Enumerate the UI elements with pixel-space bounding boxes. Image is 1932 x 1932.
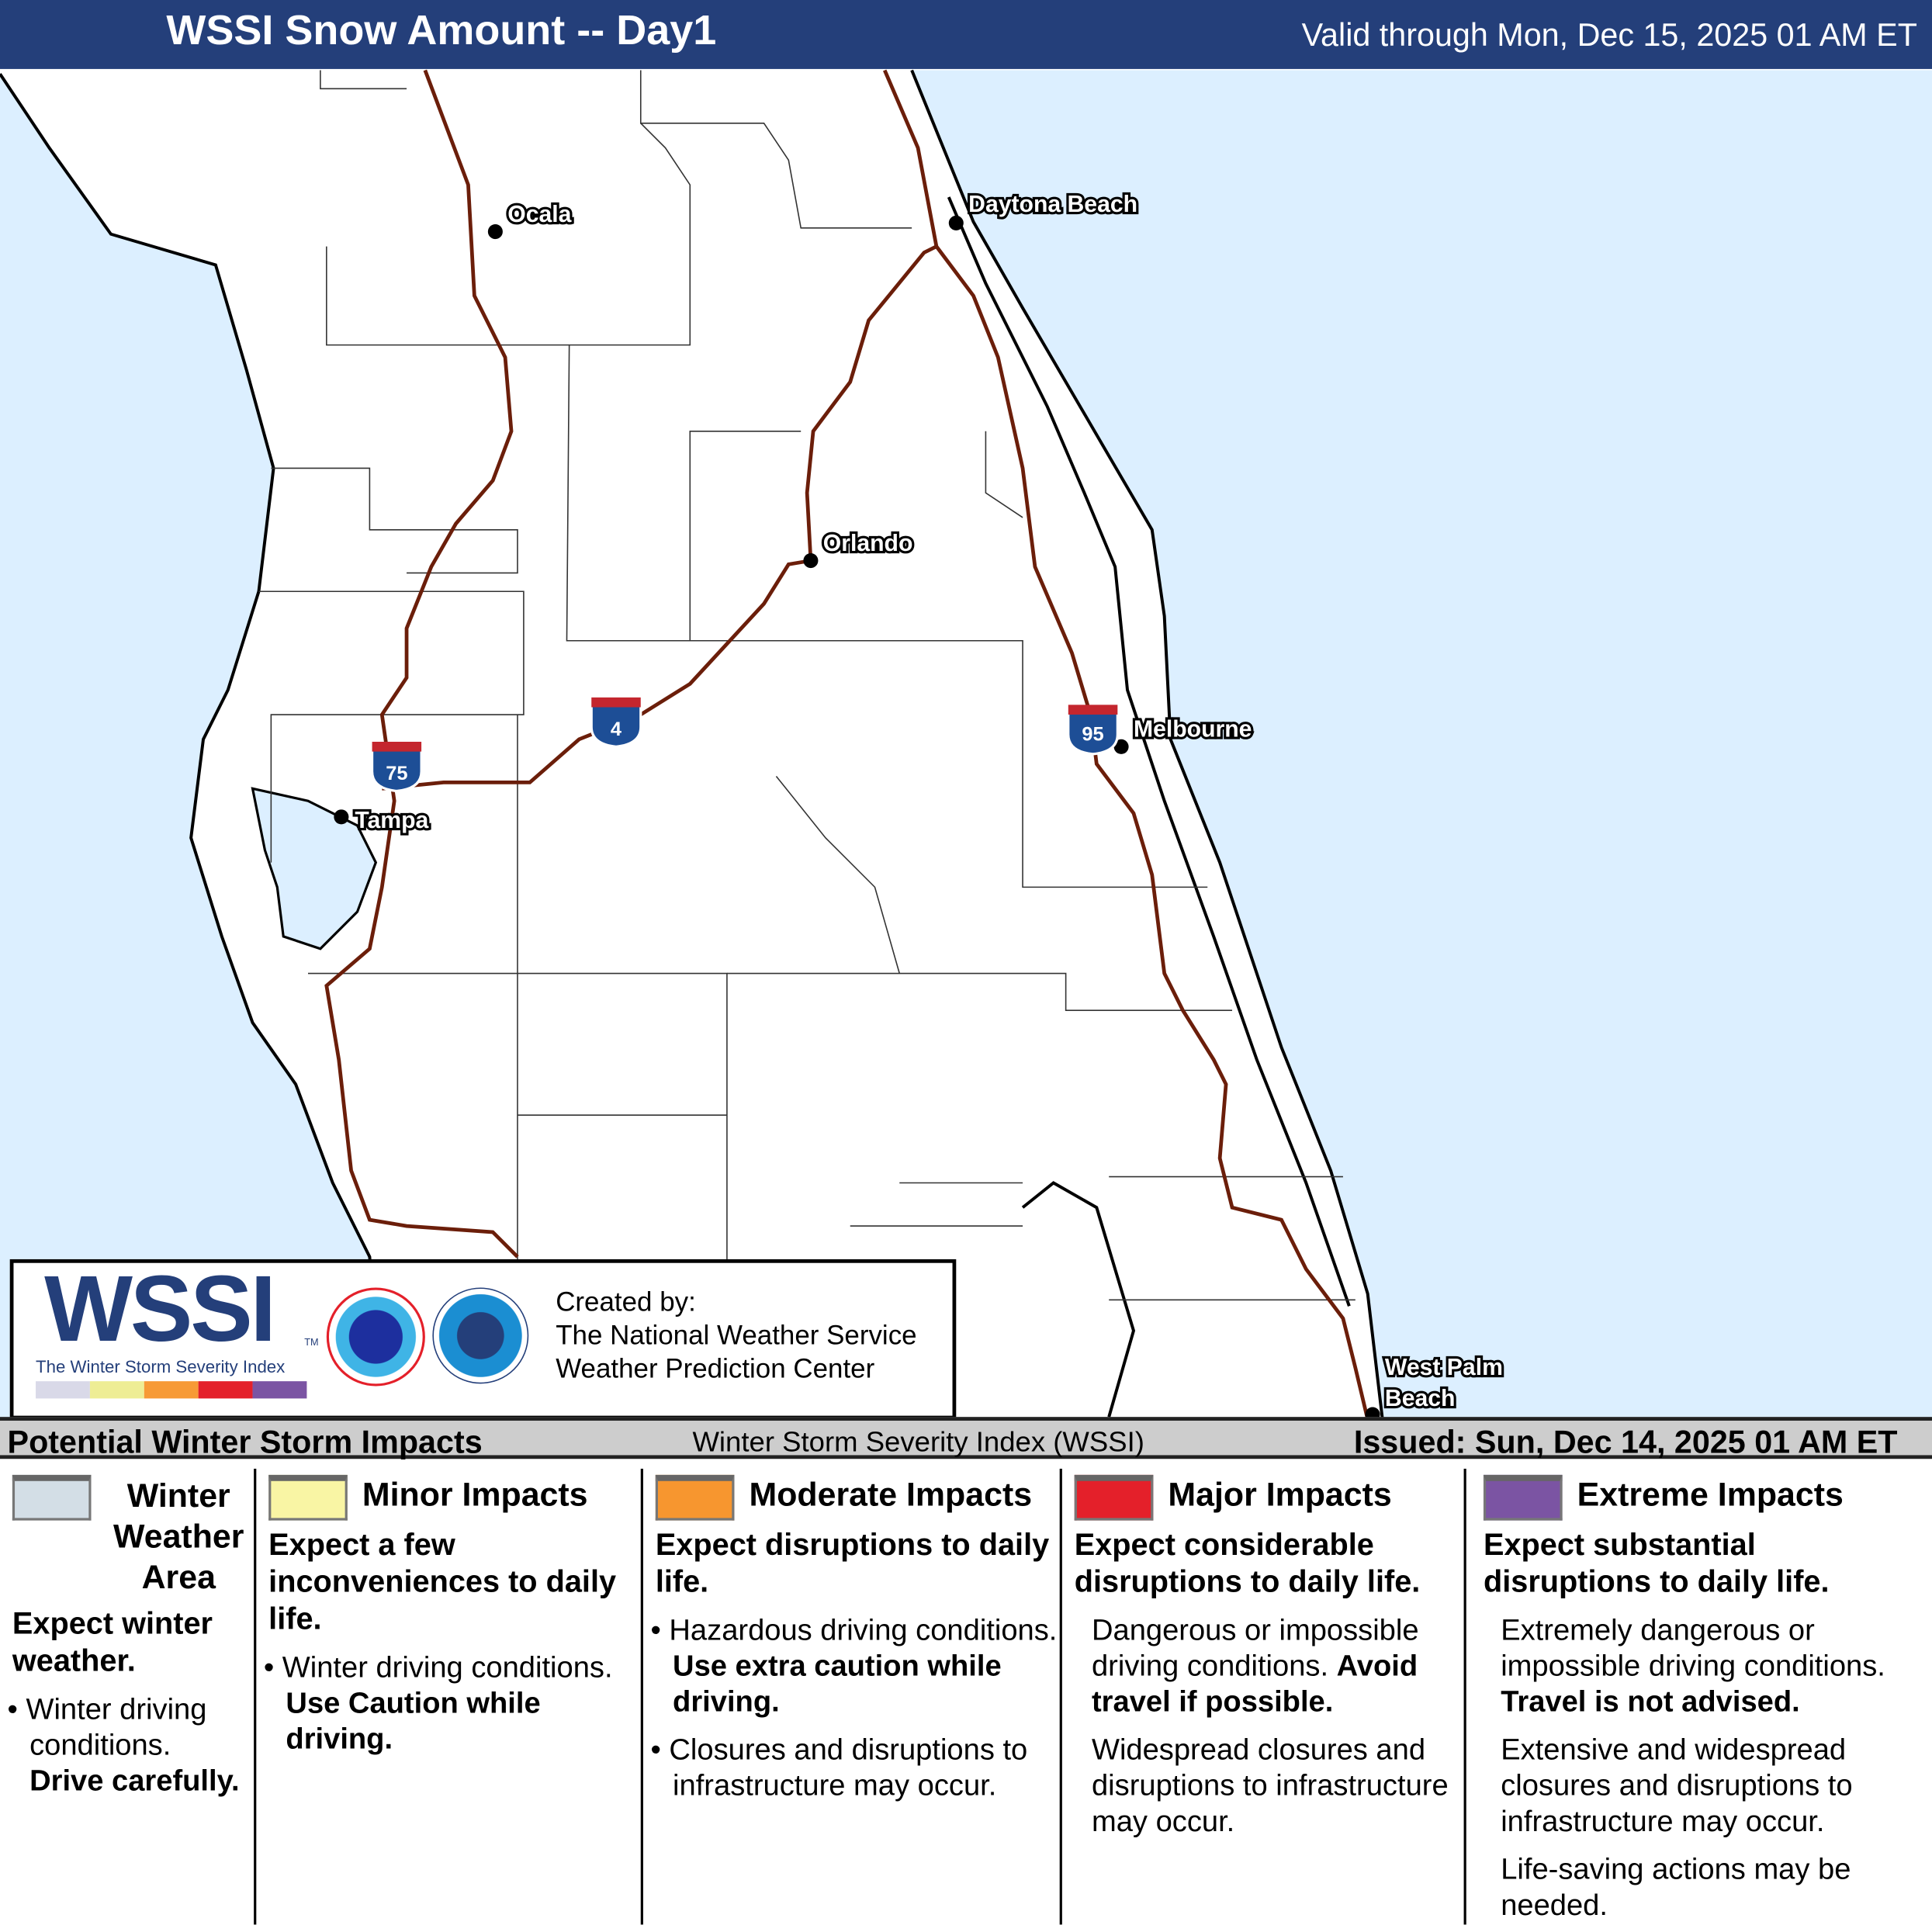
divider: [640, 1468, 643, 1925]
credits-box: WSSI TM The Winter Storm Severity Index …: [9, 1256, 957, 1420]
i4-shield: 4: [590, 697, 642, 748]
city-label-melbourne: Melbourne: [1134, 717, 1252, 743]
summary: Expect a few inconveniences to daily lif…: [268, 1528, 617, 1636]
divider: [254, 1468, 257, 1925]
title-bar: WSSI Snow Amount -- Day1 Valid through M…: [0, 0, 1932, 69]
i95-shield: 95: [1067, 705, 1119, 756]
swatch: [655, 1474, 735, 1521]
summary: Expect considerable disruptions to daily…: [1074, 1528, 1421, 1600]
tampa-bay: [251, 787, 378, 950]
created-by-label: Created by:: [556, 1286, 696, 1317]
city-label-tampa: Tampa: [355, 808, 428, 833]
divider: [1059, 1468, 1062, 1925]
bullet: • Winter driving conditions. Drive caref…: [7, 1692, 240, 1798]
detail: Extensive and widespread closures and di…: [1501, 1733, 1853, 1839]
swatch: [1074, 1474, 1154, 1521]
category-name: Winter Weather Area: [113, 1477, 244, 1596]
category-name: Moderate Impacts: [749, 1476, 1033, 1514]
bullet: • Closures and disruptions to infrastruc…: [650, 1733, 1028, 1803]
divider: [1463, 1468, 1466, 1925]
summary: Expect substantial disruptions to daily …: [1483, 1528, 1830, 1600]
bullet: • Winter driving conditions. Use Caution…: [263, 1650, 613, 1756]
org-nws: The National Weather Service: [556, 1319, 917, 1351]
wssi-color-bar: [36, 1381, 307, 1399]
nws-seal-icon: [326, 1287, 425, 1387]
legend-title: Potential Winter Storm Impacts: [7, 1423, 483, 1460]
interstate-highways: [324, 69, 1370, 1420]
svg-text:4: 4: [611, 718, 621, 740]
i75-route: [324, 69, 519, 1259]
legend-minor-impacts: Minor Impacts Expect a few inconvenience…: [264, 1469, 639, 1927]
atlantic-ocean: [912, 70, 1932, 1420]
detail: Life-saving actions may be needed.: [1501, 1853, 1851, 1923]
i95-route: [883, 69, 1370, 1420]
index-name: Winter Storm Severity Index (WSSI): [692, 1425, 1144, 1458]
category-name: Major Impacts: [1168, 1476, 1392, 1514]
detail: Dangerous or impossible driving conditio…: [1091, 1614, 1419, 1719]
legend-winter-weather-area: Winter Weather Area Expect winter weather.…: [8, 1469, 251, 1927]
city-label-beach: Beach: [1385, 1386, 1456, 1411]
city-label-orlando: Orlando: [823, 531, 913, 556]
wssi-subtitle: The Winter Storm Severity Index: [36, 1356, 286, 1376]
summary: Expect winter weather.: [12, 1606, 213, 1678]
city-label-daytona-beach: Daytona Beach: [968, 192, 1137, 217]
detail: Extremely dangerous or impossible drivin…: [1501, 1614, 1885, 1719]
city-label-ocala: Ocala: [507, 202, 571, 227]
swatch: [1483, 1474, 1563, 1521]
city-markers: Ocala Daytona Beach Orlando Melbourne Ta…: [334, 189, 1505, 1420]
map: Ocala Daytona Beach Orlando Melbourne Ta…: [0, 68, 1932, 1420]
category-name: Minor Impacts: [362, 1476, 588, 1514]
trademark: TM: [304, 1336, 319, 1349]
swatch: [268, 1474, 348, 1521]
legend-header: Potential Winter Storm Impacts Winter St…: [0, 1417, 1932, 1460]
wssi-logo: WSSI: [44, 1256, 276, 1362]
legend-extreme-impacts: Extreme Impacts Expect substantial disru…: [1479, 1469, 1930, 1927]
issued-time: Issued: Sun, Dec 14, 2025 01 AM ET: [1353, 1423, 1898, 1460]
gulf-water: [0, 74, 383, 1420]
org-wpc: Weather Prediction Center: [556, 1352, 875, 1384]
legend-major-impacts: Major Impacts Expect considerable disrup…: [1069, 1469, 1461, 1927]
credits-text: Created by: The National Weather Service…: [556, 1285, 916, 1385]
detail: Widespread closures and disruptions to i…: [1091, 1733, 1449, 1839]
svg-text:75: 75: [386, 763, 407, 784]
summary: Expect disruptions to daily life.: [655, 1528, 1050, 1600]
category-name: Extreme Impacts: [1577, 1476, 1844, 1514]
city-label-west-palm: West Palm: [1385, 1355, 1503, 1380]
swatch: [12, 1474, 92, 1521]
map-title: WSSI Snow Amount -- Day1: [166, 7, 717, 54]
i75-shield: 75: [370, 741, 423, 793]
noaa-seal-icon: [432, 1287, 529, 1384]
i4-route: [382, 244, 937, 791]
valid-time: Valid through Mon, Dec 15, 2025 01 AM ET: [1301, 16, 1917, 54]
bullet: • Hazardous driving conditions. Use extr…: [650, 1614, 1058, 1719]
legend-moderate-impacts: Moderate Impacts Expect disruptions to d…: [650, 1469, 1057, 1927]
svg-text:95: 95: [1082, 723, 1103, 745]
